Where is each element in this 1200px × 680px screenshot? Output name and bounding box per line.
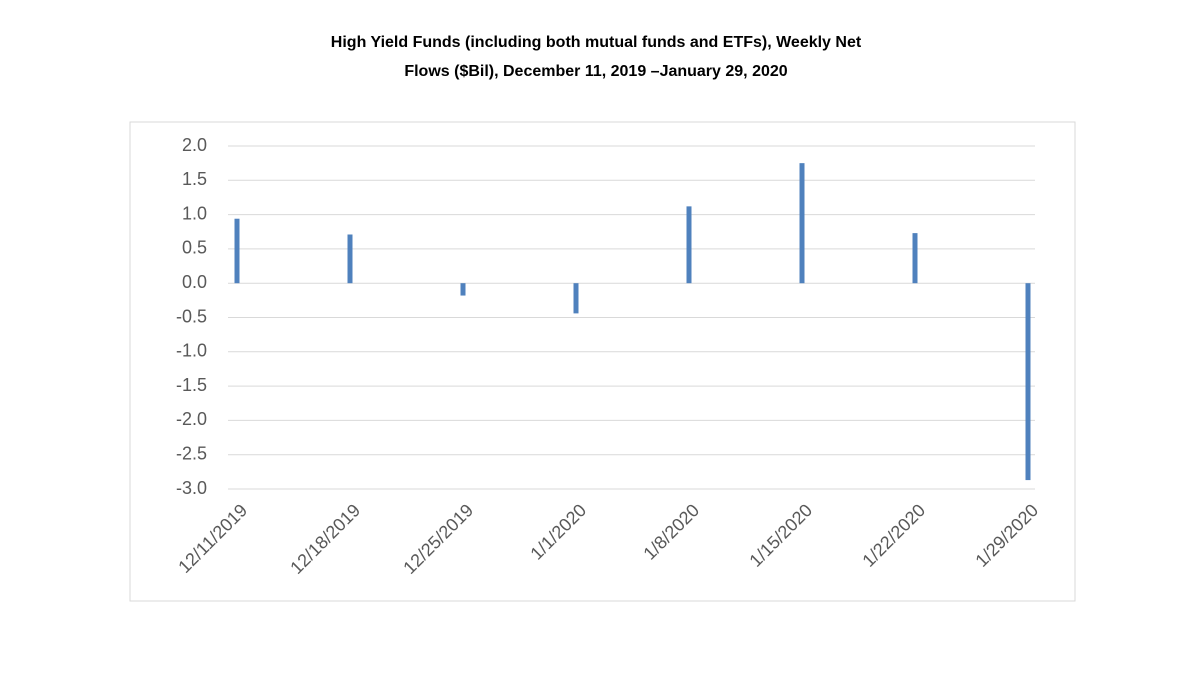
y-tick-label: 0.5 <box>182 238 207 258</box>
y-tick-label: 0.0 <box>182 272 207 292</box>
y-tick-label: 1.5 <box>182 169 207 189</box>
chart-frame <box>129 121 1076 602</box>
y-tick-label: -2.0 <box>176 409 207 429</box>
bar <box>1025 283 1031 481</box>
bar <box>347 234 353 284</box>
bar <box>686 206 692 284</box>
y-tick-label: -2.5 <box>176 443 207 463</box>
bar <box>460 283 466 296</box>
x-tick-label: 1/22/2020 <box>858 500 929 571</box>
y-tick-label: 2.0 <box>182 135 207 155</box>
x-tick-label: 1/8/2020 <box>639 500 703 564</box>
x-tick-label: 1/15/2020 <box>745 500 816 571</box>
bar <box>912 233 918 284</box>
bar <box>573 283 579 314</box>
x-tick-label: 12/11/2019 <box>174 500 251 577</box>
y-tick-label: -3.0 <box>176 478 207 498</box>
x-tick-label: 12/25/2019 <box>399 500 477 578</box>
chart-title: High Yield Funds (including both mutual … <box>331 34 862 51</box>
x-tick-label: 12/18/2019 <box>286 500 364 578</box>
bar <box>799 163 805 284</box>
x-tick-label: 1/1/2020 <box>526 500 590 564</box>
y-tick-label: 1.0 <box>182 203 207 223</box>
y-tick-label: -1.5 <box>176 375 207 395</box>
bar <box>234 218 240 284</box>
x-tick-label: 1/29/2020 <box>971 500 1042 571</box>
y-tick-label: -1.0 <box>176 341 207 361</box>
y-tick-label: -0.5 <box>176 306 207 326</box>
chart-title: Flows ($Bil), December 11, 2019 –January… <box>404 63 787 80</box>
